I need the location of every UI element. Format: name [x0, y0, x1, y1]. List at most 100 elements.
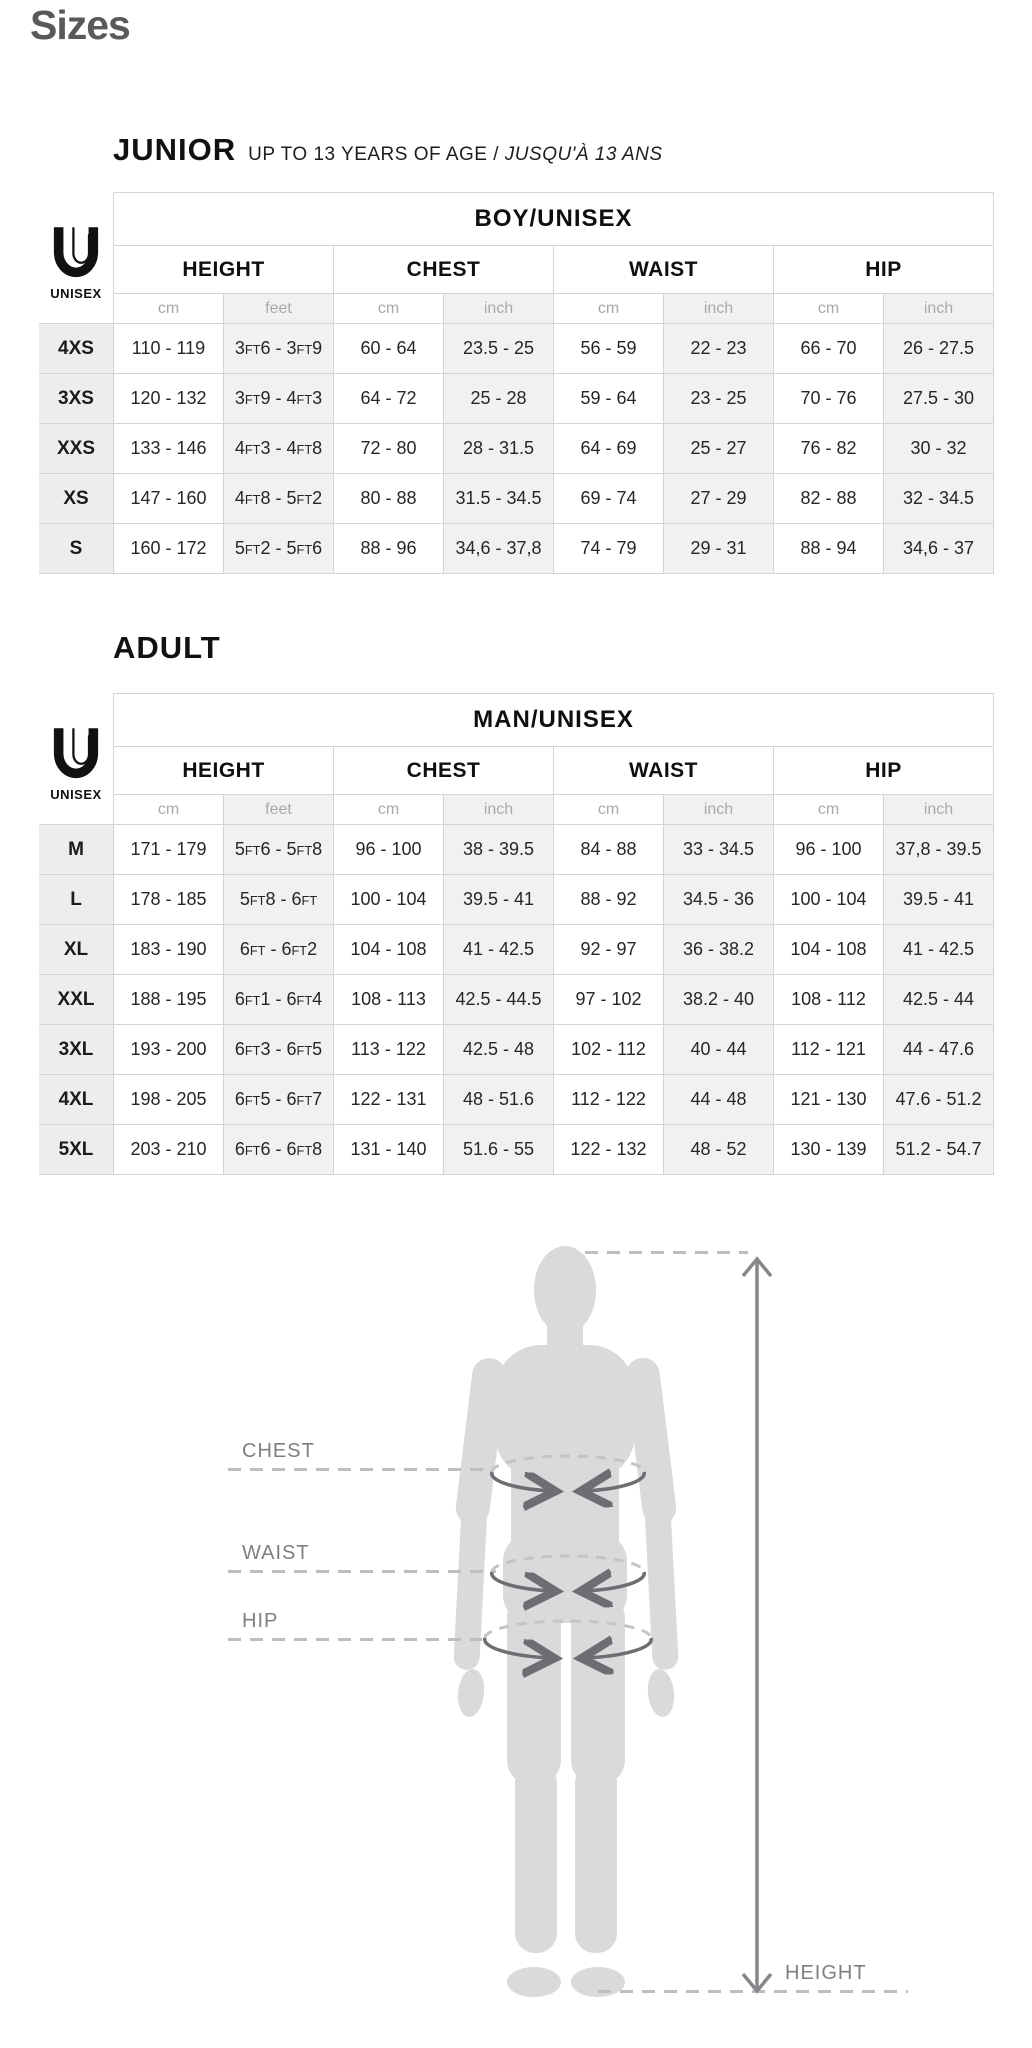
cell-waist-cm: 56 - 59 [553, 323, 664, 374]
cell-hip-cm: 66 - 70 [773, 323, 884, 374]
cell-height-feet: 5FT2 - 5FT6 [223, 523, 334, 574]
cell-waist-cm: 102 - 112 [553, 1024, 664, 1075]
cell-waist-cm: 92 - 97 [553, 924, 664, 975]
cell-chest-cm: 80 - 88 [333, 473, 444, 524]
hip-dash-line [228, 1638, 482, 1641]
adult-table-title: MAN/UNISEX [113, 693, 994, 747]
cell-hip-cm: 96 - 100 [773, 824, 884, 875]
cell-waist-cm: 74 - 79 [553, 523, 664, 574]
unit-inch: inch [663, 794, 774, 825]
table-row: 4XL 198 - 205 6FT5 - 6FT7 122 - 131 48 -… [39, 1074, 994, 1125]
unit-cm: cm [113, 794, 224, 825]
unit-cm: cm [773, 293, 884, 324]
table-row: XS 147 - 160 4FT8 - 5FT2 80 - 88 31.5 - … [39, 473, 994, 524]
cell-height-feet: 6FT6 - 6FT8 [223, 1124, 334, 1175]
cell-height-feet: 6FT3 - 6FT5 [223, 1024, 334, 1075]
cell-chest-inch: 28 - 31.5 [443, 423, 554, 474]
page-title: Sizes [30, 2, 131, 48]
cell-waist-inch: 27 - 29 [663, 473, 774, 524]
cell-height-cm: 183 - 190 [113, 924, 224, 975]
cell-waist-inch: 36 - 38.2 [663, 924, 774, 975]
cell-height-feet: 3FT6 - 3FT9 [223, 323, 334, 374]
cell-chest-inch: 51.6 - 55 [443, 1124, 554, 1175]
cell-waist-cm: 59 - 64 [553, 373, 664, 424]
waist-measure-icon [490, 1554, 646, 1614]
size-label: 4XL [39, 1074, 114, 1125]
junior-section-heading: JUNIOR UP TO 13 YEARS OF AGE / JUSQU'À 1… [113, 132, 663, 168]
unit-cm: cm [553, 293, 664, 324]
cell-hip-cm: 88 - 94 [773, 523, 884, 574]
cell-height-cm: 171 - 179 [113, 824, 224, 875]
cell-waist-inch: 25 - 27 [663, 423, 774, 474]
chest-dash-line [228, 1468, 490, 1471]
cell-hip-inch: 47.6 - 51.2 [883, 1074, 994, 1125]
cell-height-cm: 147 - 160 [113, 473, 224, 524]
cell-height-cm: 188 - 195 [113, 974, 224, 1025]
junior-table-title: BOY/UNISEX [113, 192, 994, 246]
table-row: XXS 133 - 146 4FT3 - 4FT8 72 - 80 28 - 3… [39, 423, 994, 474]
unit-cm: cm [773, 794, 884, 825]
cell-hip-inch: 30 - 32 [883, 423, 994, 474]
junior-unit-row: cm feet cm inch cm inch cm inch [39, 293, 994, 324]
adult-group-header-row: HEIGHT CHEST WAIST HIP [39, 746, 994, 795]
adult-col-hip: HIP [773, 746, 994, 795]
chest-measure-icon [490, 1454, 646, 1514]
size-label: XXL [39, 974, 114, 1025]
cell-height-feet: 4FT3 - 4FT8 [223, 423, 334, 474]
cell-hip-inch: 37,8 - 39.5 [883, 824, 994, 875]
table-row: M 171 - 179 5FT6 - 5FT8 96 - 100 38 - 39… [39, 824, 994, 875]
u-logo-icon [53, 226, 99, 277]
cell-hip-inch: 44 - 47.6 [883, 1024, 994, 1075]
cell-waist-inch: 40 - 44 [663, 1024, 774, 1075]
adult-col-chest: CHEST [333, 746, 554, 795]
cell-chest-cm: 72 - 80 [333, 423, 444, 474]
cell-height-cm: 120 - 132 [113, 373, 224, 424]
cell-chest-cm: 64 - 72 [333, 373, 444, 424]
size-label: S [39, 523, 114, 574]
cell-hip-cm: 70 - 76 [773, 373, 884, 424]
cell-waist-cm: 97 - 102 [553, 974, 664, 1025]
cell-hip-inch: 26 - 27.5 [883, 323, 994, 374]
junior-size-table: UNISEX BOY/UNISEX HEIGHT CHEST WAIST HIP… [39, 192, 994, 574]
cell-chest-inch: 38 - 39.5 [443, 824, 554, 875]
unit-feet: feet [223, 794, 334, 825]
cell-height-cm: 193 - 200 [113, 1024, 224, 1075]
table-row: XXL 188 - 195 6FT1 - 6FT4 108 - 113 42.5… [39, 974, 994, 1025]
cell-chest-inch: 41 - 42.5 [443, 924, 554, 975]
cell-chest-inch: 23.5 - 25 [443, 323, 554, 374]
junior-col-chest: CHEST [333, 245, 554, 294]
unisex-logo-cell: UNISEX [39, 693, 114, 825]
unit-cm: cm [333, 794, 444, 825]
cell-hip-cm: 82 - 88 [773, 473, 884, 524]
table-row: 3XS 120 - 132 3FT9 - 4FT3 64 - 72 25 - 2… [39, 373, 994, 424]
cell-hip-inch: 41 - 42.5 [883, 924, 994, 975]
cell-waist-inch: 48 - 52 [663, 1124, 774, 1175]
junior-group-header-row: HEIGHT CHEST WAIST HIP [39, 245, 994, 294]
cell-chest-cm: 100 - 104 [333, 874, 444, 925]
cell-chest-inch: 25 - 28 [443, 373, 554, 424]
unit-cm: cm [113, 293, 224, 324]
head-top-dash-line [585, 1251, 748, 1254]
cell-waist-cm: 84 - 88 [553, 824, 664, 875]
unit-cm: cm [333, 293, 444, 324]
unit-inch: inch [663, 293, 774, 324]
cell-waist-inch: 23 - 25 [663, 373, 774, 424]
cell-height-feet: 5FT6 - 5FT8 [223, 824, 334, 875]
cell-waist-cm: 64 - 69 [553, 423, 664, 474]
table-row: 4XS 110 - 119 3FT6 - 3FT9 60 - 64 23.5 -… [39, 323, 994, 374]
table-row: 3XL 193 - 200 6FT3 - 6FT5 113 - 122 42.5… [39, 1024, 994, 1075]
cell-hip-inch: 51.2 - 54.7 [883, 1124, 994, 1175]
waist-diagram-label: WAIST [242, 1542, 310, 1564]
cell-waist-inch: 38.2 - 40 [663, 974, 774, 1025]
cell-waist-inch: 44 - 48 [663, 1074, 774, 1125]
cell-height-cm: 178 - 185 [113, 874, 224, 925]
cell-height-feet: 6FT1 - 6FT4 [223, 974, 334, 1025]
table-row: S 160 - 172 5FT2 - 5FT6 88 - 96 34,6 - 3… [39, 523, 994, 574]
height-diagram-label: HEIGHT [785, 1962, 867, 1984]
cell-chest-inch: 42.5 - 48 [443, 1024, 554, 1075]
junior-subtitle-french: JUSQU'À 13 ANS [504, 144, 663, 165]
size-label: XL [39, 924, 114, 975]
cell-chest-cm: 96 - 100 [333, 824, 444, 875]
cell-height-feet: 6FT5 - 6FT7 [223, 1074, 334, 1125]
table-row: 5XL 203 - 210 6FT6 - 6FT8 131 - 140 51.6… [39, 1124, 994, 1175]
